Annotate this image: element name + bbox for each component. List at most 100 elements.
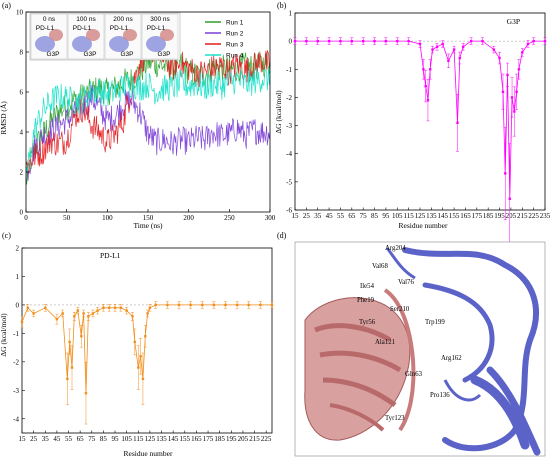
x-tick-label: 100 xyxy=(102,214,113,222)
data-point xyxy=(441,42,444,46)
data-point xyxy=(435,45,439,48)
legend-label: Run 2 xyxy=(226,31,244,38)
x-tick-label: 45 xyxy=(326,212,334,220)
data-point xyxy=(131,315,134,318)
data-point xyxy=(224,303,227,307)
data-point xyxy=(384,39,388,43)
data-point xyxy=(125,309,128,312)
data-point xyxy=(521,51,524,54)
x-tick-label: 25 xyxy=(303,212,311,220)
y-tick-label: -1 xyxy=(13,330,19,338)
residue-label-tyr123: Tyr123 xyxy=(385,415,405,422)
data-point xyxy=(148,306,152,309)
x-tick-label: 115 xyxy=(133,435,144,443)
data-point xyxy=(66,377,69,381)
x-tick-label: 65 xyxy=(77,435,85,443)
inset-time-label: 100 ns xyxy=(76,16,96,23)
data-point xyxy=(146,312,149,315)
data-point xyxy=(76,309,80,312)
data-point xyxy=(20,320,24,324)
inset-time-label: 300 ns xyxy=(150,16,170,23)
y-tick-label: 2 xyxy=(16,245,20,253)
x-tick-label: 250 xyxy=(224,214,235,222)
residue-label-val76: Val76 xyxy=(398,279,414,286)
structure-inset: 0 ns PD-L1 G3P 100 ns PD-L1 G3P 200 ns PD-L1 G3P… xyxy=(29,12,181,61)
data-point xyxy=(361,39,365,43)
x-tick-label: 145 xyxy=(437,212,448,220)
data-point xyxy=(492,48,496,51)
data-point xyxy=(166,303,169,307)
x-tick-label: 225 xyxy=(261,435,272,443)
g3p-shape xyxy=(72,36,92,52)
x-tick-label: 105 xyxy=(121,435,132,443)
y-tick-label: -4 xyxy=(13,415,19,423)
y-tick-label: 2 xyxy=(20,169,24,177)
x-tick-label: 25 xyxy=(30,435,38,443)
data-point xyxy=(452,48,456,51)
data-point xyxy=(461,45,465,48)
data-point xyxy=(515,90,518,93)
data-point xyxy=(44,306,47,309)
inset-pdl1-label: PD-L1 xyxy=(73,25,92,32)
x-tick-label: 195 xyxy=(226,435,237,443)
data-point xyxy=(481,39,484,43)
data-point xyxy=(108,306,111,309)
y-tick-label: 4 xyxy=(20,129,24,137)
x-tick-label: 125 xyxy=(145,435,156,443)
panel-b-label: (b) xyxy=(277,1,287,10)
data-point xyxy=(424,84,427,88)
x-tick-label: 185 xyxy=(483,212,494,220)
data-point xyxy=(212,303,216,307)
data-point xyxy=(426,99,430,102)
y-tick-label: -6 xyxy=(286,207,292,215)
inset-g3p-label: G3P xyxy=(120,51,133,58)
x-tick-label: 55 xyxy=(337,212,345,220)
x-tick-label: 200 xyxy=(183,214,194,222)
data-point xyxy=(456,121,459,124)
y-tick-label: 0 xyxy=(16,301,20,309)
data-point xyxy=(458,56,461,60)
series-line-run-1 xyxy=(25,49,271,185)
data-point xyxy=(526,42,530,46)
series-line-run-4 xyxy=(25,66,271,184)
residue-label-trp199: Trp199 xyxy=(425,319,445,326)
y-tick-label: -1 xyxy=(286,66,292,74)
series-line-run-2 xyxy=(25,84,271,181)
data-point xyxy=(350,39,354,43)
x-axis-label: Residue number xyxy=(124,449,173,458)
data-point xyxy=(61,312,64,315)
inset-time-label: 0 ns xyxy=(43,16,56,23)
data-point xyxy=(26,306,30,309)
x-tick-label: 75 xyxy=(360,212,368,220)
data-point xyxy=(508,197,511,200)
panel-d-label: (d) xyxy=(277,231,287,240)
y-axis-label: ΔG (kcal/mol) xyxy=(0,313,8,357)
y-tick-label: 0 xyxy=(20,209,24,217)
data-point xyxy=(431,48,434,51)
data-point xyxy=(87,315,90,318)
data-point xyxy=(137,366,140,369)
legend-label: Run 4 xyxy=(226,53,244,60)
pdl1-chart-svg: (c) 15 25 35 45 55 65 75 85 95 105 115 125 135 145 155… xyxy=(0,231,274,458)
series-label-pdl1: PD-L1 xyxy=(100,251,121,260)
x-tick-label: 165 xyxy=(191,435,202,443)
x-tick-label: 15 xyxy=(292,212,300,220)
legend: Run 1 Run 2 Run 3 Run 4 xyxy=(205,20,244,60)
x-tick-label: 125 xyxy=(415,212,426,220)
y-tick-label: -3 xyxy=(286,122,292,130)
pdl1-shape xyxy=(160,29,174,41)
data-point xyxy=(407,39,410,43)
data-point xyxy=(327,39,331,43)
g3p-shape xyxy=(35,36,55,52)
data-point xyxy=(447,59,450,63)
panel-a-rmsd-chart: (a) 0 50 100 150 200 250 300 0 2 4 6 8 10 Time (ns) … xyxy=(0,0,276,230)
x-tick-label: 155 xyxy=(449,212,460,220)
panel-b-g3p-energy-chart: (b) 15 25 35 45 55 65 75 85 95 105 115 125 135 145 155… xyxy=(274,0,550,255)
data-point xyxy=(91,312,95,315)
x-tick-label: 165 xyxy=(460,212,471,220)
y-tick-label: -2 xyxy=(286,94,292,102)
residue-label-tyr56: Tyr56 xyxy=(359,319,376,326)
panel-d-binding-interface: (d) Arg204 Val68 Val76 Ile54 Phe19 Ser21… xyxy=(275,230,550,459)
panel-a-label: (a) xyxy=(2,1,11,10)
x-tick-label: 95 xyxy=(382,212,390,220)
